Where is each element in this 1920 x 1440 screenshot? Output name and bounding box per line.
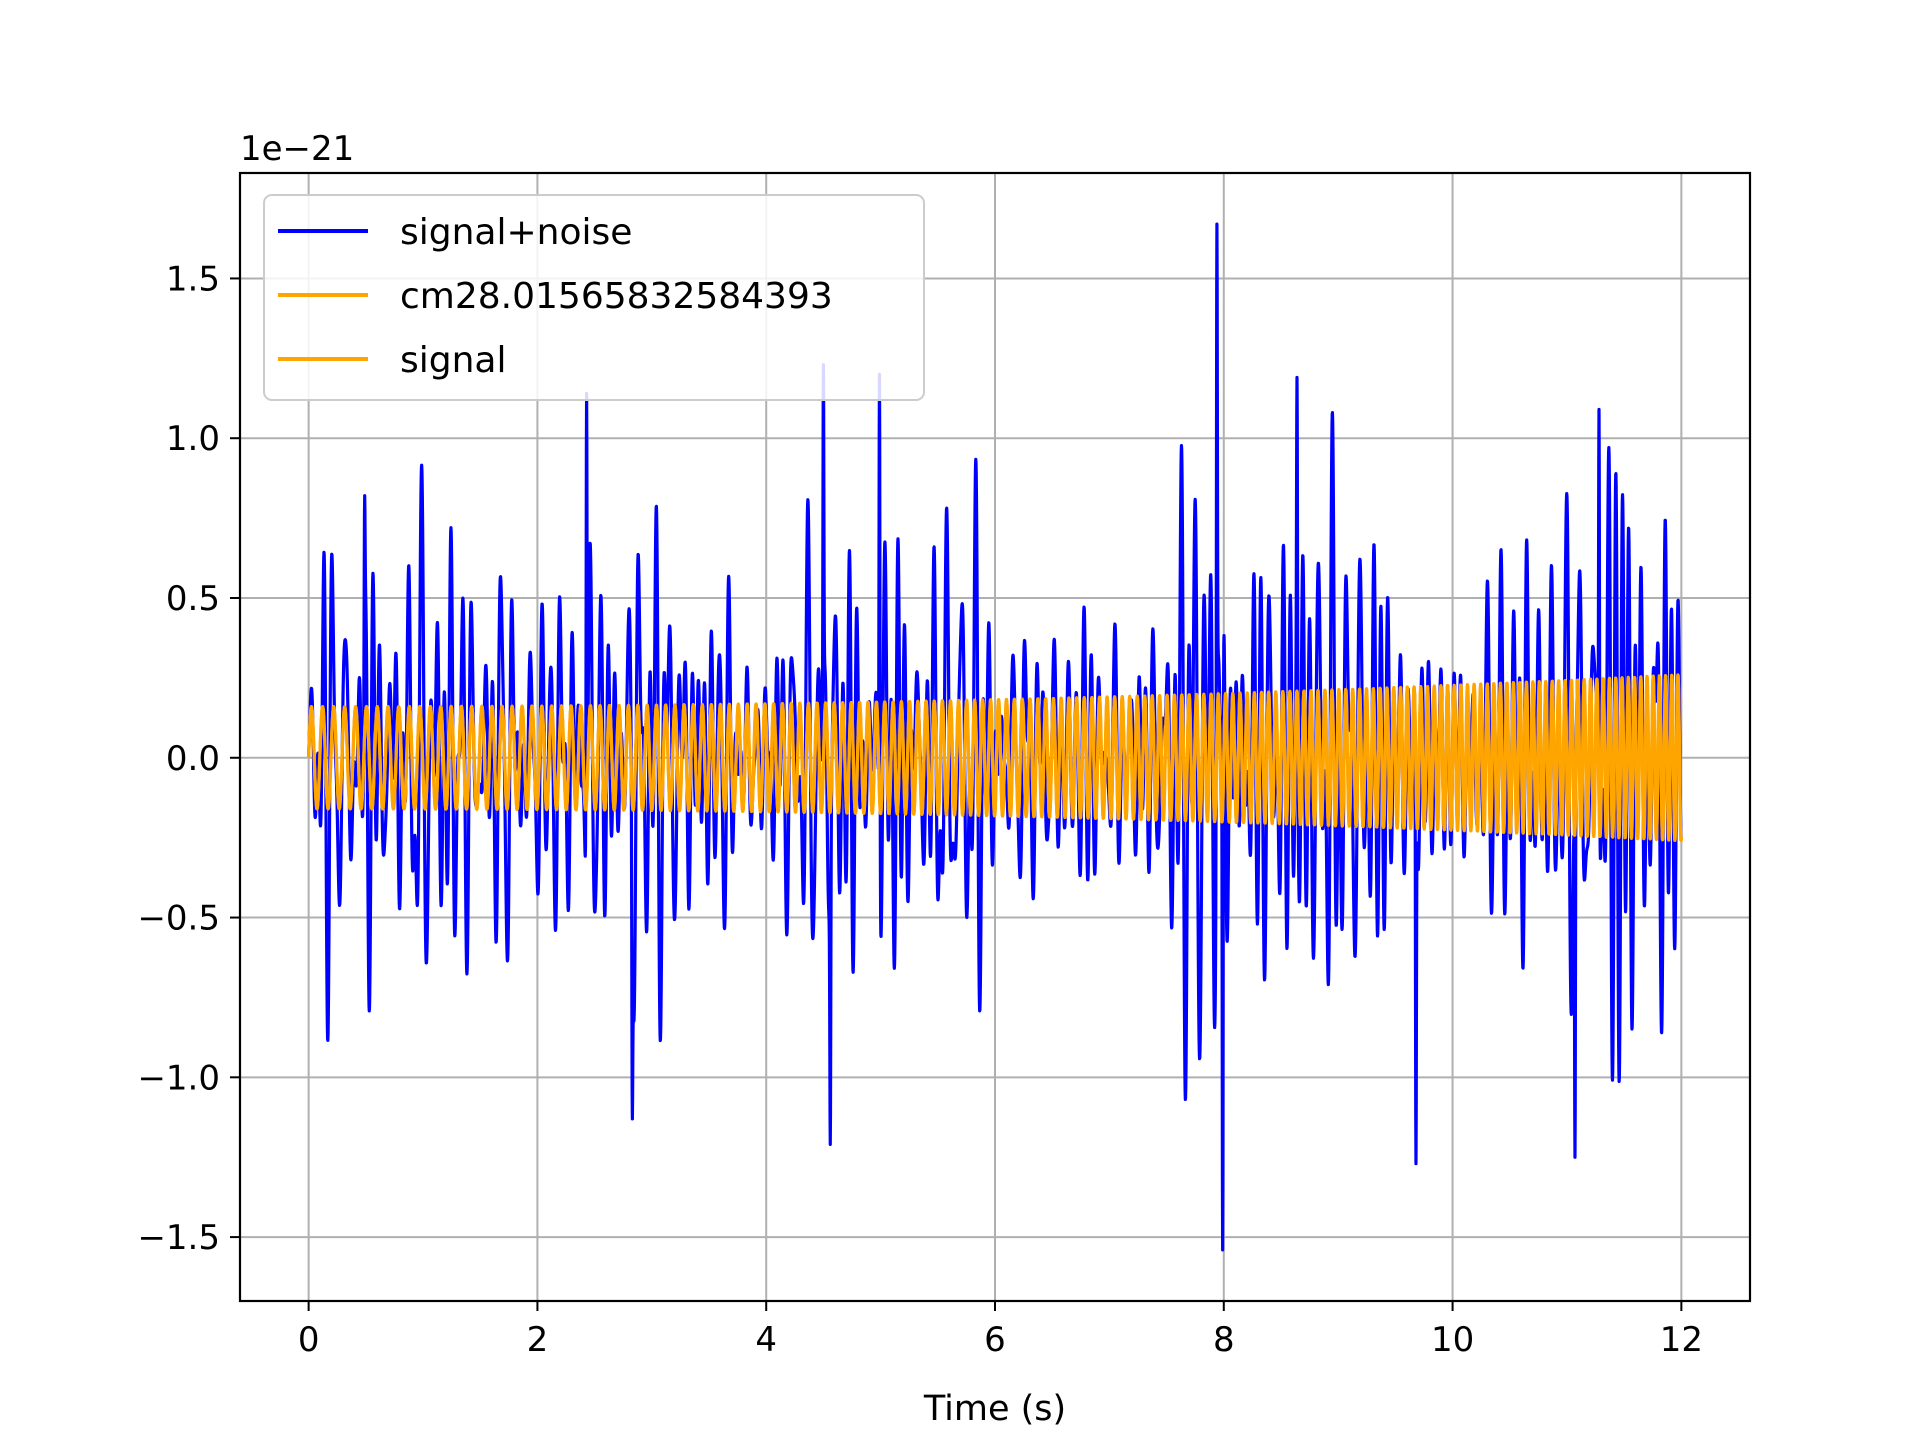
x-tick-label: 6 [984, 1320, 1006, 1360]
y-tick-label: −1.0 [137, 1058, 220, 1098]
plot-area [307, 222, 1683, 1252]
x-axis-label: Time (s) [923, 1389, 1066, 1429]
x-axis-ticks: 0 2 4 6 8 10 12 [298, 1301, 1703, 1360]
y-tick-label: −1.5 [137, 1218, 220, 1258]
y-tick-label: 0.0 [166, 739, 220, 779]
y-tick-label: 1.0 [166, 419, 220, 459]
x-tick-label: 2 [527, 1320, 549, 1360]
y-tick-label: −0.5 [137, 899, 220, 939]
x-tick-label: 10 [1431, 1320, 1474, 1360]
y-tick-label: 1.5 [166, 259, 220, 299]
x-tick-label: 0 [298, 1320, 320, 1360]
legend-label-cm: cm28.01565832584393 [400, 276, 833, 317]
legend: signal+noise cm28.01565832584393 signal [263, 194, 925, 401]
x-tick-label: 4 [755, 1320, 777, 1360]
y-axis-ticks: −1.5 −1.0 −0.5 0.0 0.5 1.0 1.5 [137, 259, 240, 1258]
legend-frame [263, 194, 925, 401]
x-tick-label: 12 [1660, 1320, 1703, 1360]
series-signal-line [307, 673, 1683, 843]
legend-label-signal-noise: signal+noise [400, 212, 632, 253]
x-tick-label: 8 [1213, 1320, 1235, 1360]
legend-label-signal: signal [400, 340, 507, 381]
y-axis-offset-text: 1e−21 [240, 129, 354, 169]
y-tick-label: 0.5 [166, 579, 220, 619]
